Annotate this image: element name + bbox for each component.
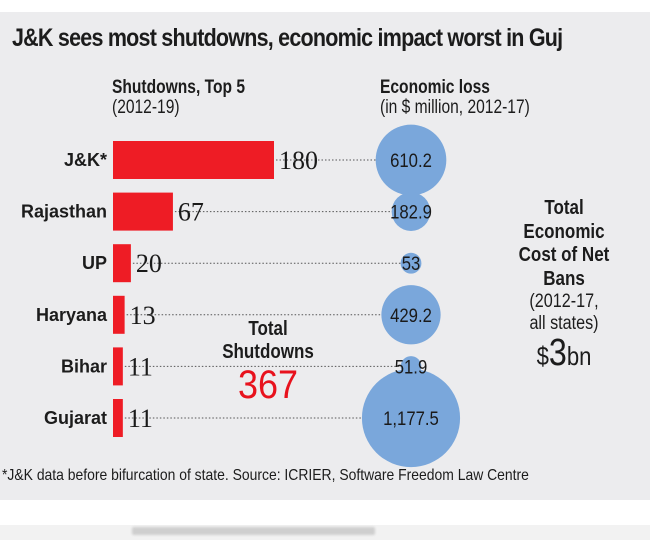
- total-econ-line-6: all states): [529, 313, 599, 334]
- total-econ-amount: $3bn: [501, 332, 627, 374]
- shutdown-bar: [113, 192, 173, 231]
- bars: [113, 141, 274, 437]
- total-econ-line-5: (2012-17,: [529, 291, 599, 312]
- total-econ-line-1: Total: [544, 197, 584, 219]
- economic-loss-bubble: [400, 356, 422, 377]
- shutdown-value-label: 67: [178, 198, 204, 227]
- category-label: Rajasthan: [21, 202, 107, 222]
- shutdown-value-label: 20: [136, 249, 162, 278]
- economic-loss-bubble: [361, 368, 461, 468]
- total-economic-cost-callout: Total Economic Cost of Net Bans (2012-17…: [490, 197, 638, 374]
- economic-loss-label: 51.9: [395, 356, 428, 377]
- economic-loss-label: 53: [402, 253, 421, 274]
- category-label: Bihar: [61, 356, 107, 376]
- total-shutdowns-label-1: Total: [248, 318, 288, 340]
- total-econ-line-3: Cost of Net: [518, 244, 610, 266]
- total-econ-amount-number: 3: [548, 332, 567, 374]
- shutdown-value-label: 180: [279, 146, 318, 175]
- economic-loss-label: 429.2: [390, 305, 432, 326]
- chart-panel: [0, 12, 650, 500]
- economic-loss-bubble: [400, 252, 422, 274]
- shutdown-value-label: 11: [128, 352, 153, 381]
- economic-loss-label: 1,177.5: [383, 408, 439, 429]
- economic-loss-label: 182.9: [390, 202, 432, 223]
- shutdowns-header-title: Shutdowns, Top 5: [112, 77, 245, 98]
- category-label: J&K*: [64, 150, 107, 170]
- shutdown-bar: [113, 244, 131, 283]
- shutdowns-header: Shutdowns, Top 5 (2012-19): [112, 78, 245, 118]
- total-econ-unit: bn: [566, 341, 592, 371]
- economic-loss-bubble: [375, 124, 447, 196]
- total-shutdowns-value: 367: [237, 363, 299, 407]
- shutdown-value-label: 13: [130, 301, 156, 330]
- chart-title: J&K sees most shutdowns, economic impact…: [12, 24, 563, 52]
- economic-loss-bubble: [381, 285, 441, 345]
- shutdowns-header-subtitle: (2012-19): [112, 97, 180, 118]
- category-label: Gujarat: [44, 408, 107, 428]
- economic-loss-bubble: [391, 192, 431, 231]
- total-shutdowns-label-2: Shutdowns: [222, 341, 314, 363]
- labels: J&K* 180 Rajasthan 67 UP 20 Haryana 13 Bihar 11 Gu…: [21, 146, 439, 433]
- category-label: Haryana: [36, 305, 108, 325]
- shutdown-bar: [113, 399, 123, 437]
- total-econ-line-4: Bans: [543, 267, 585, 290]
- bubbles: [361, 124, 461, 468]
- shutdown-bar: [113, 141, 274, 179]
- category-label: UP: [82, 253, 107, 273]
- shutdown-bar: [113, 347, 123, 386]
- economic-loss-label: 610.2: [390, 150, 432, 171]
- economic-loss-header-title: Economic loss: [380, 77, 490, 98]
- economic-loss-header: Economic loss (in $ million, 2012-17): [380, 78, 530, 118]
- shutdown-value-label: 11: [128, 404, 153, 433]
- economic-loss-header-subtitle: (in $ million, 2012-17): [380, 97, 530, 118]
- total-econ-line-2: Economic: [523, 220, 605, 243]
- footnote-source: *J&K data before bifurcation of state. S…: [2, 467, 529, 484]
- total-shutdowns-callout: Total Shutdowns 367: [200, 318, 336, 406]
- bottom-blurred-caption: [132, 527, 375, 535]
- total-econ-currency: $: [536, 341, 549, 371]
- shutdown-bar: [113, 295, 125, 334]
